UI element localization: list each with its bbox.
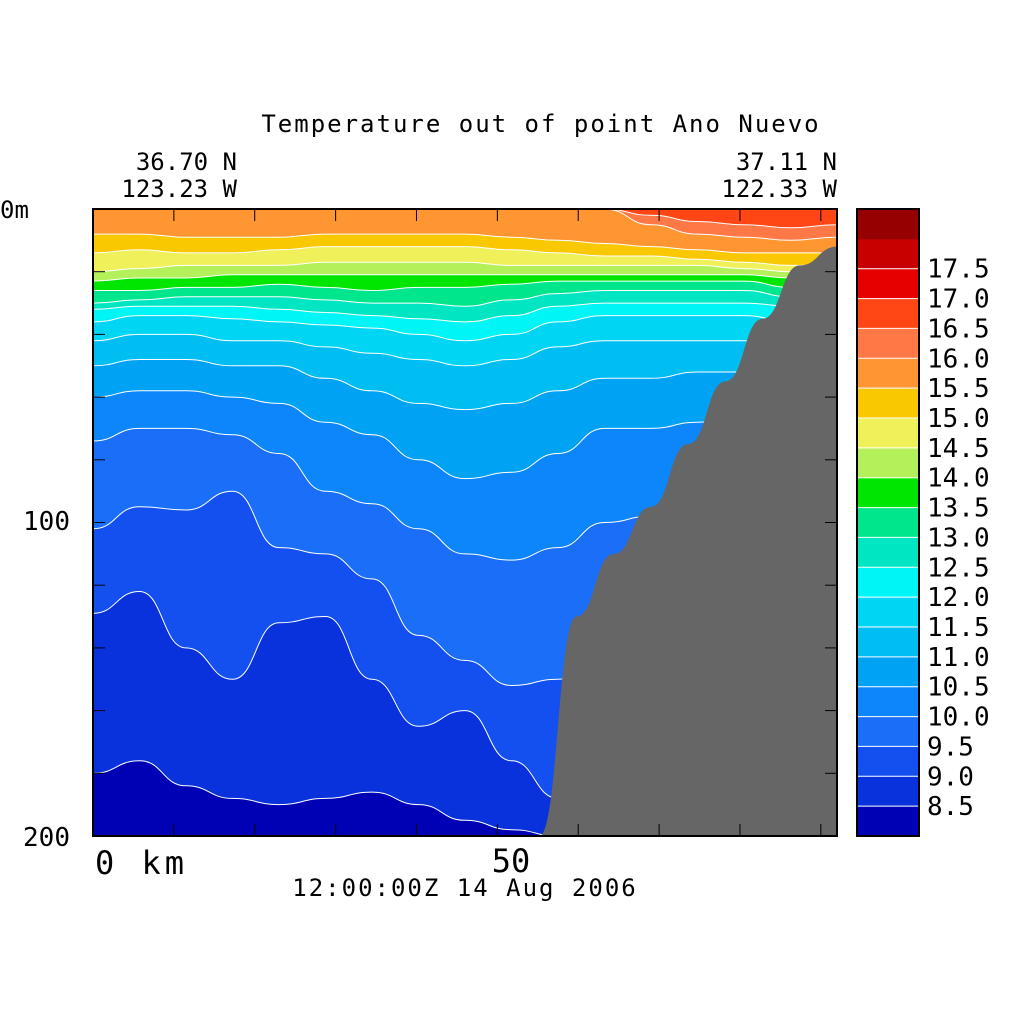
colorbar-label-15.0: 15.0 bbox=[927, 404, 990, 434]
colorbar-label-14.0: 14.0 bbox=[927, 464, 990, 494]
timestamp: 12:00:00Z 14 Aug 2006 bbox=[292, 874, 637, 902]
colorbar-segment-5 bbox=[857, 656, 919, 688]
colorbar-label-8.5: 8.5 bbox=[927, 792, 974, 822]
colorbar-label-12.5: 12.5 bbox=[927, 553, 990, 583]
colorbar-segment-20 bbox=[857, 209, 919, 240]
colorbar-segment-8 bbox=[857, 567, 919, 598]
y-tick-100: 100 bbox=[23, 507, 70, 537]
end-latitude: 37.11 N bbox=[736, 148, 837, 176]
colorbar-segment-11 bbox=[857, 477, 919, 509]
start-latitude: 36.70 N bbox=[136, 148, 237, 176]
x-label-start: 0 km bbox=[95, 844, 188, 882]
colorbar-segment-1 bbox=[857, 776, 919, 807]
colorbar-segment-19 bbox=[857, 238, 919, 270]
colorbar-label-11.5: 11.5 bbox=[927, 613, 990, 643]
chart-title: Temperature out of point Ano Nuevo bbox=[261, 110, 820, 138]
colorbar-segment-15 bbox=[857, 358, 919, 389]
colorbar-label-13.5: 13.5 bbox=[927, 494, 990, 524]
y-tick-200: 200 bbox=[23, 823, 70, 853]
isotherm-11.5 bbox=[92, 333, 838, 367]
colorbar-label-17.0: 17.0 bbox=[927, 285, 990, 315]
isotherm-12 bbox=[92, 315, 838, 342]
field-band-16 bbox=[93, 209, 837, 241]
colorbar-frame bbox=[856, 208, 920, 837]
colorbar-label-12.0: 12.0 bbox=[927, 583, 990, 613]
colorbar-segment-14 bbox=[857, 388, 919, 419]
start-longitude: 123.23 W bbox=[121, 175, 237, 203]
colorbar-segment-16 bbox=[857, 328, 919, 359]
colorbar-label-11.0: 11.0 bbox=[927, 643, 990, 673]
isotherm-11 bbox=[92, 358, 838, 411]
isotherm-14.5 bbox=[92, 261, 838, 276]
colorbar-label-17.5: 17.5 bbox=[927, 255, 990, 285]
isotherm-15.5 bbox=[93, 233, 837, 254]
colorbar-segment-6 bbox=[857, 627, 919, 658]
colorbar-label-13.0: 13.0 bbox=[927, 523, 990, 553]
isotherm-14 bbox=[92, 274, 838, 285]
colorbar-segment-9 bbox=[857, 537, 919, 568]
seafloor-bathymetry bbox=[93, 246, 837, 837]
colorbar-segment-7 bbox=[857, 597, 919, 628]
plot-frame bbox=[92, 208, 838, 837]
colorbar-segment-2 bbox=[857, 746, 919, 777]
x-tick-50: 50 bbox=[492, 842, 531, 880]
field-band-16.5 bbox=[93, 209, 837, 228]
colorbar-segment-17 bbox=[857, 298, 919, 329]
colorbar-label-15.5: 15.5 bbox=[927, 374, 990, 404]
colorbar-segment-4 bbox=[857, 686, 919, 718]
colorbar-segment-13 bbox=[857, 418, 919, 449]
isotherm-12.5 bbox=[92, 302, 838, 323]
colorbar-segment-0 bbox=[857, 806, 919, 837]
y-tick-top: 0m bbox=[0, 196, 29, 224]
colorbar-label-9.0: 9.0 bbox=[927, 762, 974, 792]
colorbar-segment-18 bbox=[857, 268, 919, 300]
colorbar-segment-12 bbox=[857, 447, 919, 479]
colorbar-label-9.5: 9.5 bbox=[927, 732, 974, 762]
colorbar-segment-10 bbox=[857, 507, 919, 538]
colorbar-label-10.5: 10.5 bbox=[927, 673, 990, 703]
isotherm-13 bbox=[92, 290, 838, 307]
isotherm-13.5 bbox=[93, 280, 838, 295]
isotherm-15 bbox=[92, 246, 837, 266]
end-longitude: 122.33 W bbox=[721, 175, 837, 203]
colorbar bbox=[857, 209, 919, 837]
colorbar-labels: 8.59.09.510.010.511.011.512.012.513.013.… bbox=[927, 255, 990, 822]
colorbar-label-16.0: 16.0 bbox=[927, 344, 990, 374]
colorbar-segment-3 bbox=[857, 716, 919, 747]
colorbar-label-10.0: 10.0 bbox=[927, 703, 990, 733]
colorbar-label-16.5: 16.5 bbox=[927, 314, 990, 344]
colorbar-label-14.5: 14.5 bbox=[927, 434, 990, 464]
